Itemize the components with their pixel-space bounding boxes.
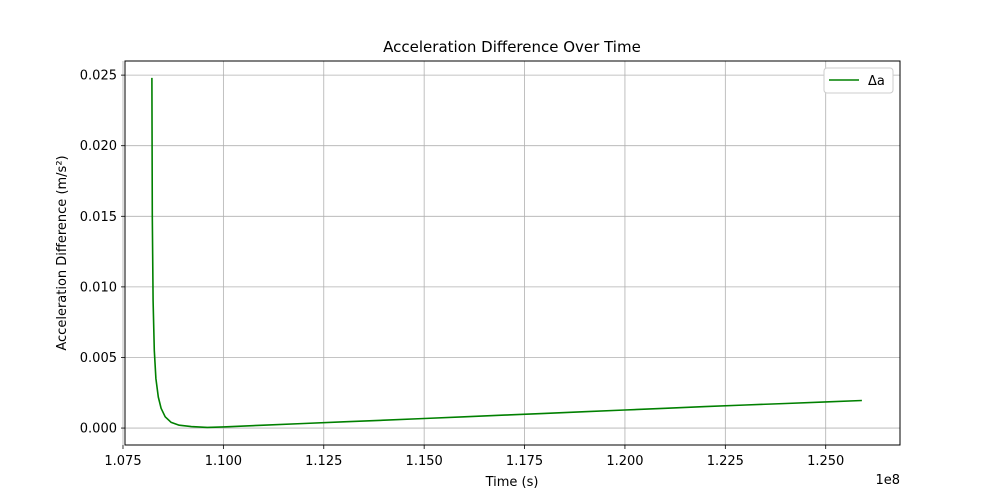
grid bbox=[122, 61, 900, 445]
y-tick-label: 0.010 bbox=[80, 280, 117, 295]
y-tick-label: 0.000 bbox=[80, 422, 117, 437]
y-tick-label: 0.015 bbox=[80, 210, 117, 225]
plot-series bbox=[151, 77, 862, 429]
y-tick-label: 0.005 bbox=[80, 351, 117, 366]
chart-title: Acceleration Difference Over Time bbox=[383, 38, 641, 56]
x-tick-label: 1.225 bbox=[707, 454, 744, 469]
x-tick-label: 1.175 bbox=[506, 454, 543, 469]
x-tick-label: 1.250 bbox=[807, 454, 844, 469]
y-tick-label: 0.025 bbox=[80, 69, 117, 84]
x-axis-label: Time (s) bbox=[485, 475, 539, 490]
x-tick-label: 1.150 bbox=[406, 454, 443, 469]
legend-label: Δa bbox=[868, 74, 885, 89]
x-tick-label: 1.200 bbox=[606, 454, 643, 469]
legend: Δa bbox=[823, 67, 894, 94]
x-tick-label: 1.100 bbox=[205, 454, 242, 469]
x-axis-offset-label: 1e8 bbox=[875, 473, 900, 488]
x-tick-label: 1.125 bbox=[305, 454, 342, 469]
series-line-delta-a bbox=[151, 77, 862, 429]
y-tick-label: 0.020 bbox=[80, 139, 117, 154]
x-axis: 1.075 1.100 1.125 1.150 1.175 1.200 1.225 1.250 bbox=[104, 445, 844, 469]
x-tick-label: 1.075 bbox=[104, 454, 141, 469]
y-axis: 0.000 0.005 0.010 0.015 0.020 0.025 bbox=[80, 69, 125, 437]
y-axis-label: Acceleration Difference (m/s²) bbox=[55, 155, 70, 350]
plot-frame bbox=[124, 60, 901, 446]
